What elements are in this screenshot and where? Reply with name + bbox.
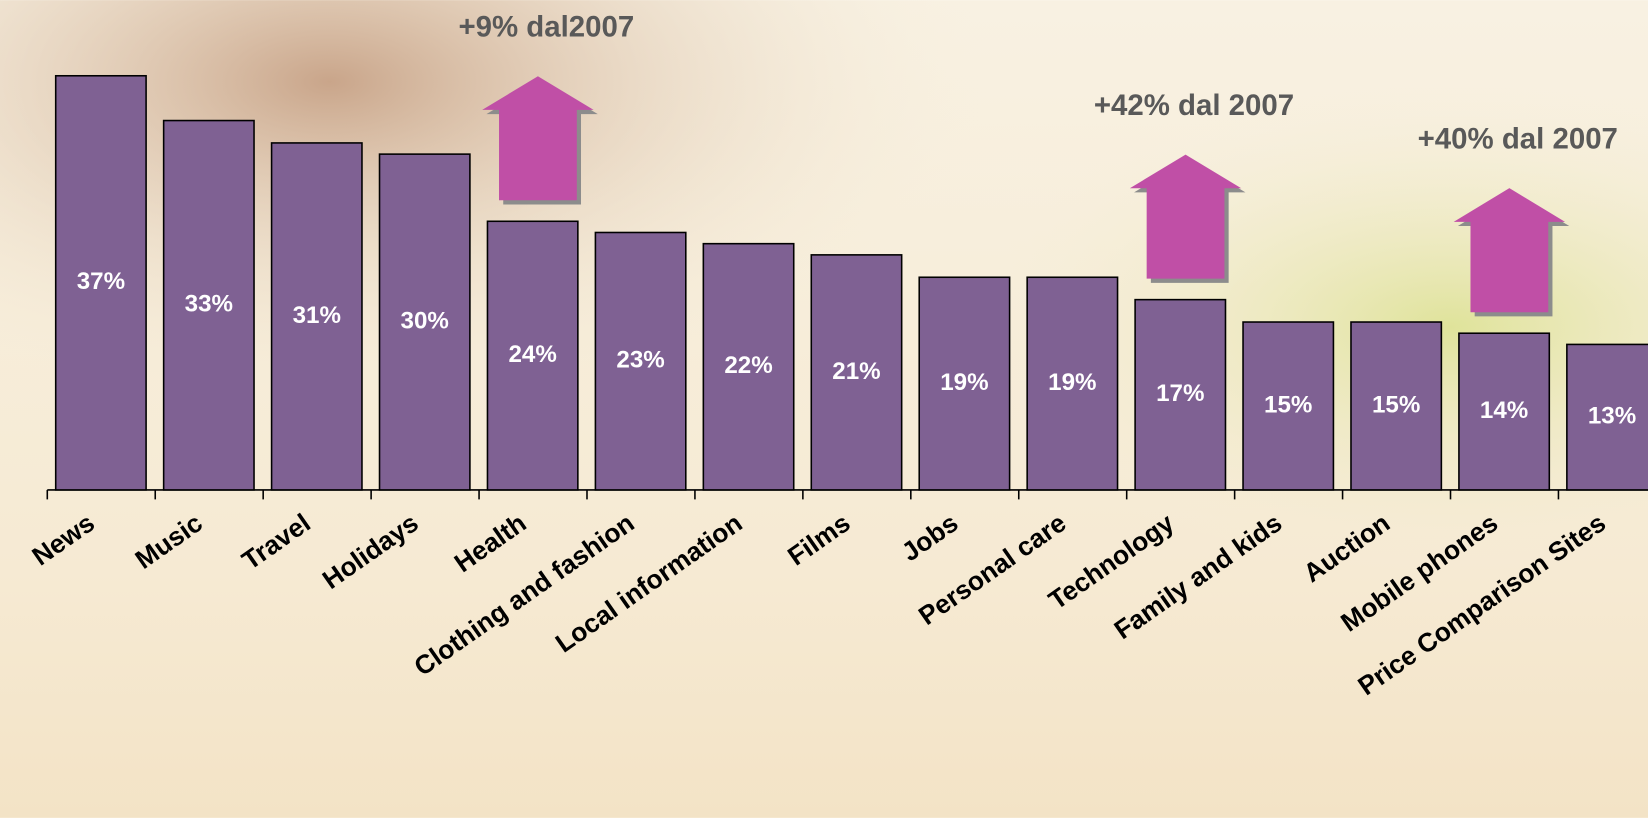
bar — [1026, 276, 1119, 491]
value-label: 24% — [508, 341, 556, 368]
value-label: 17% — [1156, 380, 1204, 407]
bar — [810, 254, 903, 491]
bar — [1242, 321, 1335, 491]
bar — [1134, 298, 1227, 491]
value-label: 15% — [1264, 391, 1312, 418]
bar — [702, 242, 795, 491]
arrow — [1129, 154, 1242, 279]
bar — [918, 276, 1011, 491]
bar — [378, 153, 471, 491]
value-label: 19% — [1048, 369, 1096, 396]
annotation: +40% dal 2007 — [1418, 123, 1618, 156]
annotation: +9% dal2007 — [458, 11, 634, 44]
bar — [54, 74, 147, 491]
value-label: 19% — [940, 369, 988, 396]
bar — [1458, 332, 1551, 491]
arrow — [482, 76, 594, 201]
bar — [594, 231, 687, 491]
bar — [486, 220, 579, 491]
bar — [1566, 343, 1648, 491]
arrow — [1453, 188, 1566, 313]
value-label: 31% — [293, 302, 341, 329]
value-label: 13% — [1588, 403, 1636, 430]
annotation: +42% dal 2007 — [1094, 89, 1294, 122]
value-label: 21% — [832, 358, 880, 385]
value-label: 22% — [724, 352, 772, 379]
value-label: 14% — [1480, 397, 1528, 424]
bar — [270, 142, 363, 491]
bar — [1350, 321, 1443, 491]
value-label: 30% — [401, 307, 449, 334]
value-label: 23% — [616, 347, 664, 374]
value-label: 37% — [77, 268, 125, 295]
value-label: 15% — [1372, 391, 1420, 418]
bar — [162, 119, 255, 491]
value-label: 33% — [185, 291, 233, 318]
